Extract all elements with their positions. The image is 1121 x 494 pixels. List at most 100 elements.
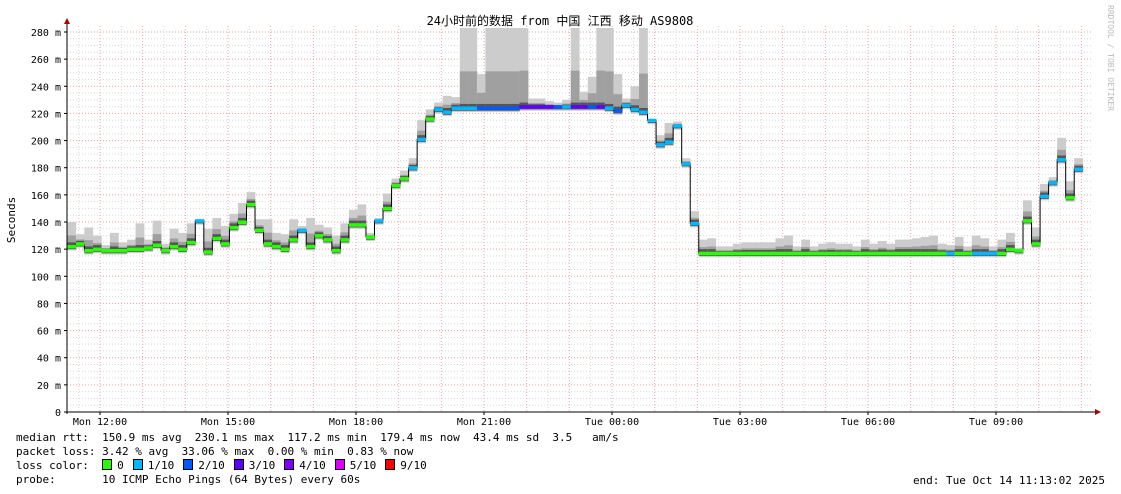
median-point — [630, 107, 640, 112]
smoke-mid — [596, 70, 606, 110]
y-tick-label: 80 m — [37, 299, 61, 310]
median-point — [536, 105, 546, 109]
loss-color-label: 5/10 — [349, 459, 377, 472]
median-point — [852, 251, 862, 256]
median-point — [255, 228, 264, 233]
median-point — [374, 219, 384, 223]
median-point — [348, 223, 358, 227]
median-point — [67, 244, 77, 249]
median-point — [980, 251, 990, 256]
median-point — [656, 143, 665, 147]
median-point — [997, 251, 1007, 256]
smoke-mid — [613, 94, 623, 114]
median-point — [289, 238, 298, 242]
smoke-mid — [263, 232, 273, 247]
y-tick-label: 20 m — [37, 381, 61, 392]
median-point — [707, 251, 717, 256]
median-point — [886, 251, 896, 256]
smoke-mid — [604, 71, 614, 111]
median-point — [647, 118, 657, 123]
median-point — [195, 219, 205, 223]
median-point — [434, 107, 444, 112]
median-point — [596, 105, 606, 109]
median-point — [314, 234, 324, 238]
median-point — [237, 220, 247, 224]
smoke-mid — [502, 71, 512, 111]
loss-color-item: 3/10 — [233, 459, 275, 472]
median-point — [178, 247, 188, 252]
median-point — [511, 106, 520, 110]
probe-info: probe: 10 ICMP Echo Pings (64 Bytes) eve… — [16, 473, 361, 486]
median-point — [280, 247, 290, 252]
median-point — [152, 243, 162, 248]
median-point — [698, 251, 708, 256]
x-tick-labels: Mon 12:00 Mon 15:00 Mon 18:00 Mon 21:00 Tue … — [73, 417, 1023, 428]
y-tick-label: 180 m — [31, 164, 61, 175]
y-tick-label: 140 m — [31, 218, 61, 229]
x-tick-label: Mon 18:00 — [329, 417, 383, 428]
loss-color-legend: loss color: 0 1/10 2/10 3/10 4/10 5/10 9/10 — [16, 459, 436, 473]
median-point — [220, 242, 230, 246]
median-point — [775, 251, 785, 256]
y-tick-label: 160 m — [31, 191, 61, 202]
median-point — [920, 251, 930, 256]
y-tick-label: 40 m — [37, 354, 61, 365]
median-point — [1031, 242, 1041, 246]
x-tick-label: Mon 21:00 — [457, 417, 511, 428]
loss-color-item: 5/10 — [334, 459, 377, 472]
y-tick-label: 260 m — [31, 55, 61, 66]
loss-color-swatch — [385, 459, 396, 470]
median-point — [493, 106, 503, 110]
median-point — [954, 251, 964, 256]
loss-color-swatch — [183, 459, 194, 470]
median-point — [1014, 249, 1024, 253]
median-point — [1040, 194, 1049, 199]
median-point — [903, 251, 913, 256]
median-point — [383, 206, 392, 211]
y-tick-label: 200 m — [31, 137, 61, 148]
y-axis-label: Seconds — [5, 197, 18, 243]
median-point — [246, 202, 256, 207]
loss-color-label: 2/10 — [198, 459, 225, 472]
smoke-light — [485, 28, 495, 113]
smoke-mid — [493, 71, 503, 111]
median-point — [331, 249, 341, 253]
median-point — [144, 246, 153, 250]
x-tick-label: Tue 00:00 — [585, 417, 639, 428]
median-point — [1005, 247, 1015, 252]
smoke-mid — [476, 92, 486, 111]
median-point — [758, 251, 768, 256]
median-point — [1057, 158, 1066, 162]
packet-loss-stats: packet loss: 3.42 % avg 33.06 % max 0.00… — [16, 445, 414, 458]
loss-color-swatch — [233, 459, 244, 470]
grid — [67, 26, 1093, 412]
median-point — [545, 105, 554, 109]
smoke-mid — [511, 71, 520, 111]
median-point — [869, 251, 879, 256]
median-point — [502, 106, 512, 110]
median-point — [519, 105, 529, 109]
median-point — [792, 251, 802, 256]
median-point — [451, 106, 461, 110]
y-tick-label: 120 m — [31, 245, 61, 256]
median-point — [553, 105, 563, 109]
median-point — [639, 110, 648, 115]
median-point — [408, 166, 418, 170]
median-point — [971, 251, 981, 256]
smoke-mid — [459, 71, 469, 111]
median-point — [587, 105, 597, 109]
median-point — [946, 251, 956, 256]
median-point — [357, 223, 367, 227]
median-point — [767, 251, 776, 256]
median-point — [613, 109, 623, 113]
median-point — [417, 137, 426, 142]
median-point — [468, 106, 478, 110]
loss-color-label: 9/10 — [400, 459, 427, 472]
median-point — [212, 236, 222, 241]
median-point — [1048, 181, 1058, 185]
median-point — [323, 238, 333, 242]
median-point — [818, 251, 828, 256]
smoke-mid — [468, 71, 478, 111]
median-point — [604, 106, 614, 110]
